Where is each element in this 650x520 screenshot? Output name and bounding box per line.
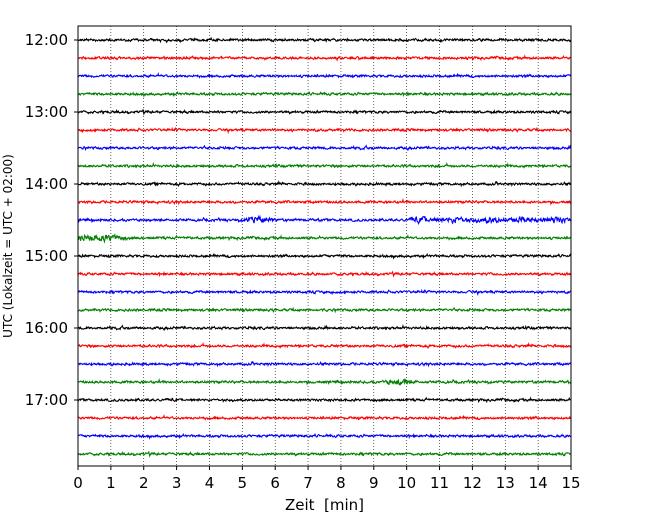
x-tick-label: 12 xyxy=(463,474,482,492)
trace-line xyxy=(77,54,572,62)
seismic-traces xyxy=(77,36,572,458)
trace-line xyxy=(77,270,572,278)
trace-line xyxy=(77,450,572,458)
y-tick-label: 13:00 xyxy=(25,103,68,121)
trace-line xyxy=(77,233,572,244)
x-tick-label: 5 xyxy=(238,474,248,492)
x-tick-label: 0 xyxy=(73,474,83,492)
x-tick-label: 11 xyxy=(430,474,449,492)
trace-line xyxy=(77,288,572,297)
x-tick-label: 14 xyxy=(529,474,548,492)
x-axis-ticks: 0 1 2 3 4 5 6 7 8 9 10 11 12 13 14 15 xyxy=(73,466,581,492)
x-tick-label: 2 xyxy=(139,474,149,492)
y-axis-ticks: 12:00 13:00 14:00 15:00 16:00 17:00 xyxy=(25,31,78,409)
trace-line xyxy=(77,108,572,116)
trace-line xyxy=(77,161,572,169)
x-tick-label: 13 xyxy=(496,474,515,492)
x-tick-label: 8 xyxy=(336,474,346,492)
trace-line xyxy=(77,341,572,350)
y-tick-label: 15:00 xyxy=(25,247,68,265)
trace-line xyxy=(77,144,572,152)
grid-lines xyxy=(110,26,539,466)
x-tick-label: 6 xyxy=(270,474,280,492)
trace-line xyxy=(77,378,572,386)
x-tick-label: 9 xyxy=(369,474,379,492)
y-tick-label: 17:00 xyxy=(25,391,68,409)
x-tick-label: 10 xyxy=(397,474,416,492)
trace-line xyxy=(77,71,572,79)
x-axis-label: Zeit [min] xyxy=(285,496,364,514)
trace-line xyxy=(77,396,572,404)
y-tick-label: 16:00 xyxy=(25,319,68,337)
y-axis-label: UTC (Lokalzeit = UTC + 02:00) xyxy=(1,154,15,338)
x-tick-label: 4 xyxy=(205,474,215,492)
trace-line xyxy=(77,323,572,332)
x-tick-label: 7 xyxy=(303,474,313,492)
trace-line xyxy=(77,360,572,368)
trace-line xyxy=(77,36,572,44)
trace-line xyxy=(77,90,572,98)
y-tick-label: 14:00 xyxy=(25,175,68,193)
trace-line xyxy=(77,198,572,206)
x-tick-label: 3 xyxy=(172,474,182,492)
trace-line xyxy=(77,126,572,135)
plot-frame xyxy=(77,25,572,467)
trace-line xyxy=(77,413,572,421)
trace-line xyxy=(77,306,572,314)
trace-line xyxy=(77,252,572,260)
y-tick-label: 12:00 xyxy=(25,31,68,49)
trace-line xyxy=(77,180,572,188)
trace-line xyxy=(77,432,572,440)
x-tick-label: 15 xyxy=(561,474,580,492)
trace-line xyxy=(77,214,572,225)
x-tick-label: 1 xyxy=(106,474,116,492)
